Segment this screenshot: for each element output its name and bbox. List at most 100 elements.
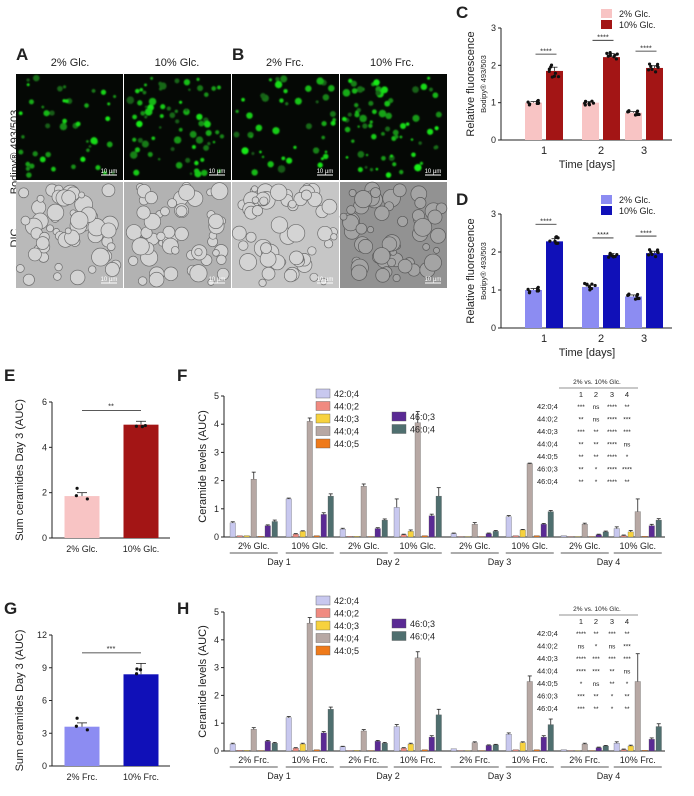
lipid-droplet: [157, 158, 161, 161]
x-tick-label: 2: [598, 145, 604, 157]
lipid-droplet: [144, 83, 147, 87]
microscopy-grid: 10 µm 10 µm 10 µm 10 µm 10 µm 10 µm 10 µm 10 µm: [15, 74, 448, 288]
lipid-droplet: [241, 97, 245, 102]
bar: [655, 519, 662, 538]
fluorescence-image: 10 µm: [16, 74, 123, 180]
bar: [634, 681, 641, 752]
bar: [435, 495, 442, 538]
lipid-droplet: [342, 89, 351, 97]
yeast-cell: [128, 255, 139, 266]
bar: [625, 112, 642, 140]
lipid-droplet: [178, 127, 183, 132]
bar: [400, 748, 407, 752]
data-point: [550, 75, 554, 79]
yeast-cell: [239, 253, 257, 271]
stats-cell: *: [595, 644, 598, 651]
stats-cell: ****: [607, 404, 618, 411]
lipid-droplet: [294, 97, 302, 105]
data-point: [75, 486, 79, 490]
yeast-cell: [307, 246, 317, 256]
x-group-label: 10% Frc.: [512, 755, 548, 765]
data-point: [554, 235, 558, 239]
lipid-droplet: [49, 110, 55, 116]
stats-cell: *: [595, 467, 598, 474]
legend-swatch: [391, 424, 407, 434]
dic-image: 10 µm: [231, 182, 339, 288]
lipid-droplet: [169, 112, 176, 119]
bar: [407, 531, 414, 538]
data-point: [607, 255, 611, 259]
lipid-droplet: [141, 140, 149, 148]
significance-label: ****: [540, 46, 552, 55]
bar: [393, 507, 400, 538]
yeast-cell: [424, 253, 442, 272]
data-point: [548, 239, 552, 243]
stats-cell: **: [593, 454, 599, 461]
x-group-label: 2% Frc.: [348, 755, 379, 765]
stats-cell: **: [624, 694, 630, 701]
bar: [339, 746, 346, 752]
data-point: [74, 724, 78, 728]
lipid-droplet: [175, 161, 183, 169]
bar: [292, 748, 299, 752]
stats-cell: **: [624, 479, 630, 486]
yeast-cell: [144, 191, 158, 205]
lipid-droplet: [429, 87, 433, 92]
bar: [588, 536, 595, 538]
lipid-droplet: [207, 141, 211, 146]
stats-cell: ****: [607, 429, 618, 436]
yeast-cell: [309, 272, 319, 282]
yeast-cell: [163, 266, 179, 282]
bar: [646, 253, 663, 328]
stats-cell: **: [578, 479, 584, 486]
bar: [526, 681, 533, 752]
legend-swatch: [391, 631, 407, 641]
day-label: Day 4: [597, 771, 621, 781]
stats-cell: ***: [623, 656, 631, 663]
lipid-droplet: [113, 95, 117, 99]
stats-cell: ****: [576, 669, 587, 676]
yeast-cell: [358, 239, 374, 255]
lipid-droplet: [420, 83, 428, 91]
scale-bar-label: 10 µm: [101, 277, 118, 283]
lipid-droplet: [351, 139, 355, 143]
bar: [581, 743, 588, 752]
legend-label: 44:0;3: [334, 414, 359, 424]
x-group-label: 10% Frc.: [400, 755, 436, 765]
bar: [655, 726, 662, 752]
y-tick-label: 6: [42, 696, 47, 706]
bar: [393, 726, 400, 752]
yeast-cell: [207, 278, 215, 286]
lipid-droplet: [111, 171, 115, 175]
lipid-droplet: [373, 79, 380, 86]
lipid-droplet: [137, 100, 143, 106]
bar: [613, 743, 620, 752]
lipid-droplet: [217, 85, 221, 90]
yeast-cell: [178, 184, 196, 201]
bar: [613, 528, 620, 538]
bar: [327, 709, 334, 752]
data-point: [608, 50, 612, 55]
day-label: Day 3: [488, 557, 512, 567]
x-tick-label: 10% Glc.: [123, 544, 160, 554]
yeast-cell: [20, 215, 31, 226]
yeast-cell: [258, 278, 267, 287]
stats-cell: **: [624, 404, 630, 411]
yeast-cell: [300, 189, 312, 201]
data-point: [526, 287, 530, 291]
data-point: [556, 75, 561, 79]
lipid-droplet: [144, 108, 153, 116]
bar: [525, 102, 542, 140]
lipid-droplet: [196, 113, 203, 121]
data-point: [535, 101, 539, 106]
stats-cell: ns: [609, 644, 617, 651]
lipid-droplet: [139, 87, 144, 92]
stats-cell: *: [611, 706, 614, 713]
lipid-droplet-cluster: [126, 76, 225, 178]
panel-label-a: A: [16, 45, 28, 64]
x-group-label: 10% Glc.: [399, 541, 436, 551]
lipid-droplet: [80, 156, 86, 162]
stats-cell: **: [609, 669, 615, 676]
legend-swatch: [601, 195, 612, 204]
stats-cell: ***: [592, 669, 600, 676]
